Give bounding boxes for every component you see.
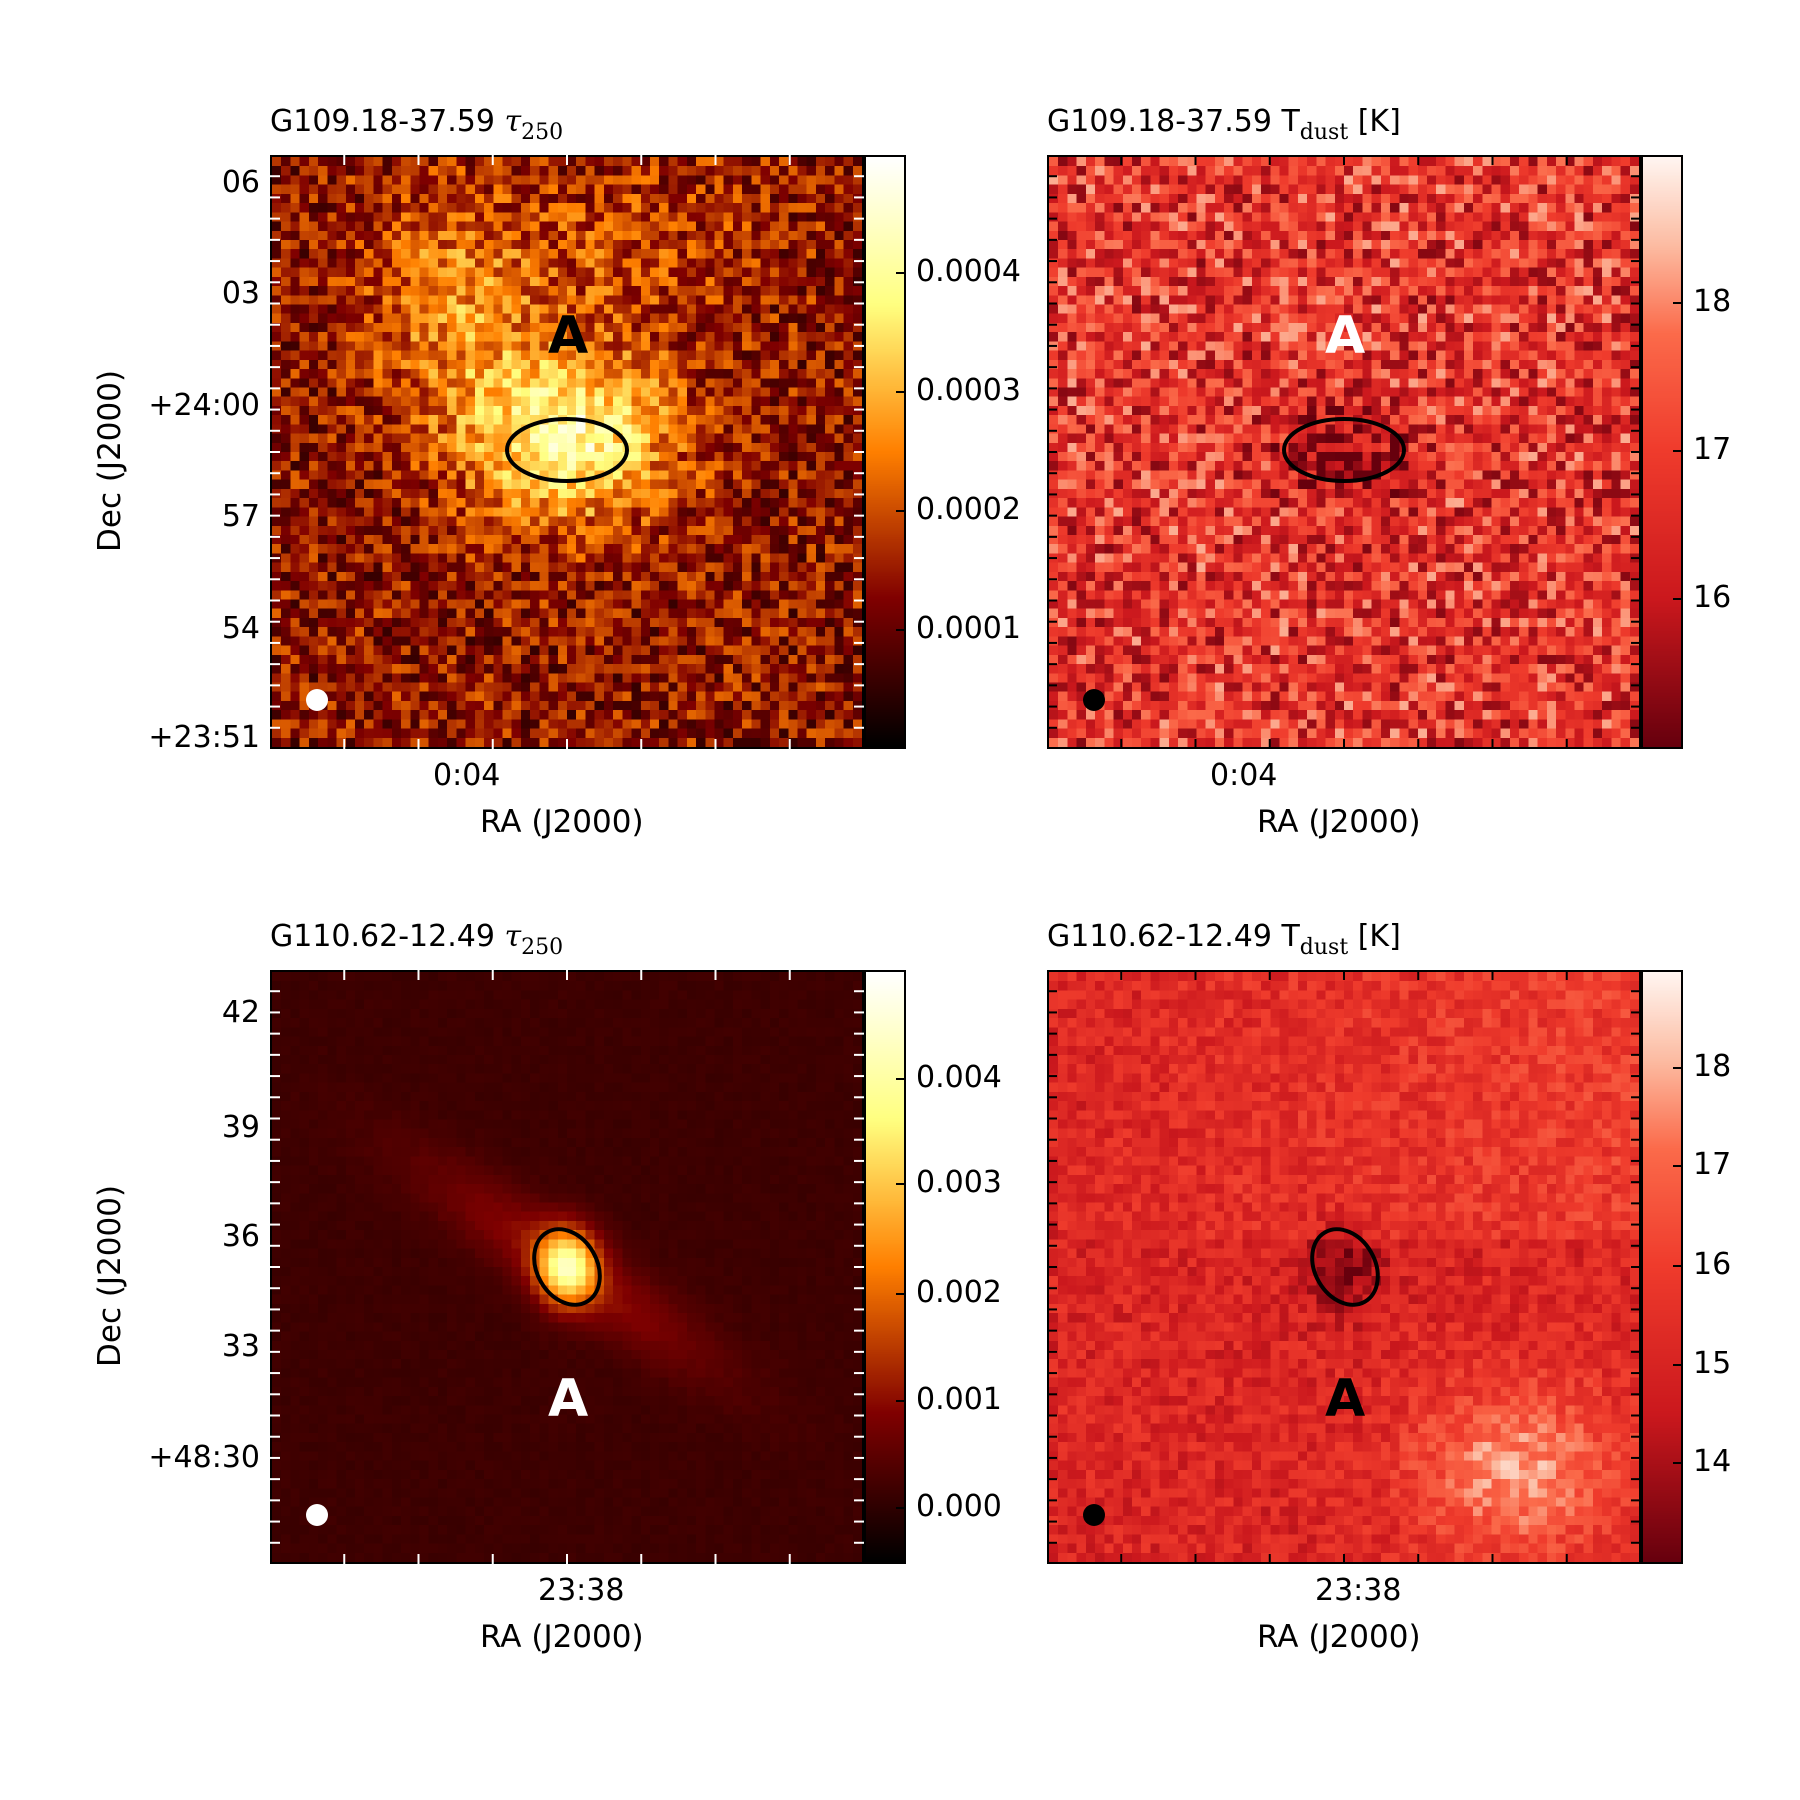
colorbar-tick	[1673, 1364, 1683, 1366]
region-label: A	[1325, 1369, 1366, 1429]
colorbar-tick	[896, 1183, 906, 1185]
sky-map	[1047, 970, 1641, 1564]
y-axis-label: Dec (J2000)	[92, 1184, 128, 1367]
colorbar-tick	[896, 1293, 906, 1295]
x-axis-label: RA (J2000)	[1257, 804, 1421, 840]
title-symbol: τ	[494, 919, 522, 954]
sky-map	[1047, 155, 1641, 749]
panel-title: G109.18-37.59 Tdust [K]	[1047, 104, 1401, 144]
colorbar-gradient	[866, 972, 904, 1562]
colorbar	[1641, 970, 1683, 1564]
y-tick-label: 36	[221, 1219, 260, 1254]
colorbar-tick	[1673, 302, 1683, 304]
title-subscript: dust	[1299, 935, 1349, 960]
colorbar	[864, 970, 906, 1564]
sky-map	[270, 155, 864, 749]
colorbar-tick-label: 0.000	[916, 1489, 1002, 1524]
panel-title: G110.62-12.49 τ250	[270, 919, 563, 959]
x-tick-label: 0:04	[1210, 758, 1278, 793]
colorbar-tick-label: 0.0001	[916, 611, 1021, 646]
panel-title: G109.18-37.59 τ250	[270, 104, 563, 144]
colorbar-gradient	[866, 157, 904, 747]
colorbar-tick	[896, 510, 906, 512]
y-tick-label: 33	[221, 1329, 260, 1364]
beam-marker	[306, 1504, 328, 1526]
region-label: A	[1325, 306, 1366, 366]
x-axis-label: RA (J2000)	[480, 804, 644, 840]
y-tick-label: 57	[221, 499, 260, 534]
title-text: G109.18-37.59	[270, 104, 495, 139]
colorbar-tick	[1673, 1265, 1683, 1267]
title-subscript: dust	[1299, 120, 1349, 145]
y-tick-label: +48:30	[148, 1440, 260, 1475]
colorbar-tick-label: 16	[1693, 1247, 1732, 1282]
colorbar-tick	[1673, 598, 1683, 600]
beam-marker	[1083, 1504, 1105, 1526]
colorbar-tick	[896, 629, 906, 631]
region-label: A	[548, 1369, 589, 1429]
colorbar-tick-label: 0.001	[916, 1382, 1002, 1417]
colorbar-tick-label: 0.004	[916, 1060, 1002, 1095]
beam-marker	[306, 689, 328, 711]
title-unit: [K]	[1348, 104, 1401, 139]
colorbar-tick-label: 18	[1693, 1049, 1732, 1084]
colorbar-tick	[896, 272, 906, 274]
colorbar-tick	[896, 1400, 906, 1402]
colorbar	[864, 155, 906, 749]
colorbar-tick-label: 0.0002	[916, 492, 1021, 527]
y-tick-label: 39	[221, 1110, 260, 1145]
colorbar-tick	[896, 1507, 906, 1509]
y-tick-label: 54	[221, 611, 260, 646]
map-image	[272, 157, 862, 747]
colorbar-tick-label: 16	[1693, 580, 1732, 615]
title-unit: [K]	[1348, 919, 1401, 954]
x-axis-label: RA (J2000)	[1257, 1619, 1421, 1655]
colorbar-tick	[1673, 450, 1683, 452]
colorbar-gradient	[1643, 157, 1681, 747]
colorbar-tick-label: 0.0003	[916, 373, 1021, 408]
colorbar-tick	[1673, 1462, 1683, 1464]
x-tick-label: 23:38	[1315, 1573, 1402, 1608]
map-image	[272, 972, 862, 1562]
colorbar-tick-label: 14	[1693, 1444, 1732, 1479]
y-tick-label: +24:00	[148, 388, 260, 423]
title-text: G110.62-12.49	[270, 919, 495, 954]
title-subscript: 250	[521, 120, 564, 145]
colorbar-tick-label: 17	[1693, 432, 1732, 467]
title-subscript: 250	[521, 935, 564, 960]
y-tick-label: 03	[221, 276, 260, 311]
y-tick-label: 06	[221, 165, 260, 200]
y-tick-label: 42	[221, 995, 260, 1030]
colorbar-tick-label: 0.0004	[916, 254, 1021, 289]
x-tick-label: 23:38	[538, 1573, 625, 1608]
colorbar-gradient	[1643, 972, 1681, 1562]
title-symbol: τ	[494, 104, 522, 139]
colorbar-tick	[896, 1078, 906, 1080]
colorbar-tick	[896, 391, 906, 393]
colorbar-tick-label: 0.003	[916, 1165, 1002, 1200]
beam-marker	[1083, 689, 1105, 711]
panel-title: G110.62-12.49 Tdust [K]	[1047, 919, 1401, 959]
colorbar-tick	[1673, 1165, 1683, 1167]
x-axis-label: RA (J2000)	[480, 1619, 644, 1655]
sky-map	[270, 970, 864, 1564]
colorbar-tick-label: 17	[1693, 1147, 1732, 1182]
x-tick-label: 0:04	[433, 758, 501, 793]
colorbar-tick-label: 18	[1693, 284, 1732, 319]
region-label: A	[548, 306, 589, 366]
colorbar-tick	[1673, 1067, 1683, 1069]
title-text: G109.18-37.59 T	[1047, 104, 1300, 139]
map-image	[1049, 157, 1639, 747]
y-tick-label: +23:51	[148, 720, 260, 755]
colorbar-tick-label: 0.002	[916, 1275, 1002, 1310]
map-image	[1049, 972, 1639, 1562]
title-text: G110.62-12.49 T	[1047, 919, 1300, 954]
colorbar-tick-label: 15	[1693, 1346, 1732, 1381]
colorbar	[1641, 155, 1683, 749]
y-axis-label: Dec (J2000)	[92, 369, 128, 552]
